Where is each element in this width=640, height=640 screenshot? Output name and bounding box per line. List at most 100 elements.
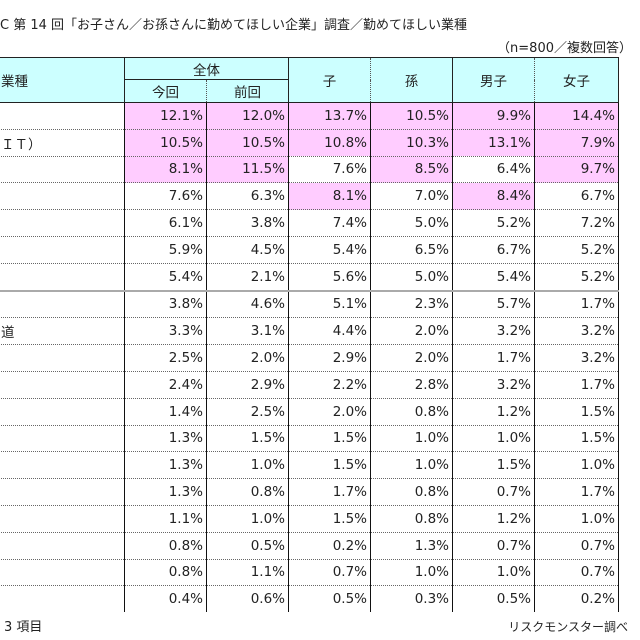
footer-source: リスクモンスター調べ (508, 620, 628, 634)
table-row: 0.8% 0.5% 0.2% 1.3% 0.7% 0.7% (0, 532, 619, 560)
row-label (0, 290, 125, 319)
value-cell: 1.0% (534, 451, 619, 480)
table-row: 1.1% 1.0% 1.5% 0.8% 1.2% 1.0% (0, 505, 619, 533)
value-cell: 1.1% (124, 505, 207, 533)
value-cell: 0.5% (288, 585, 371, 613)
value-cell: 3.2% (534, 344, 619, 372)
value-cell: 1.0% (370, 559, 453, 587)
value-cell: 10.3% (370, 129, 453, 157)
row-label: ＩＴ） (0, 129, 125, 157)
value-cell: 5.4% (288, 236, 371, 264)
value-cell: 7.0% (370, 182, 453, 211)
table-row: 5.4% 2.1% 5.6% 5.0% 5.4% 5.2% (0, 263, 619, 292)
table-row: 道 3.3% 3.1% 4.4% 2.0% 3.2% 3.2% (0, 317, 619, 346)
value-cell: 1.7% (534, 371, 619, 399)
value-cell: 1.1% (206, 559, 289, 587)
value-cell: 0.3% (370, 585, 453, 613)
value-cell: 5.2% (452, 209, 535, 237)
value-cell: 0.7% (534, 532, 619, 560)
value-cell: 0.8% (370, 505, 453, 533)
value-cell: 6.5% (370, 236, 453, 264)
value-cell: 1.7% (534, 478, 619, 506)
footer-item-count: 3 項目 (4, 620, 43, 635)
value-cell: 7.4% (288, 209, 371, 237)
table-row: 0.8% 1.1% 0.7% 1.0% 1.0% 0.7% (0, 559, 619, 587)
table-row: 1.3% 0.8% 1.7% 0.8% 0.7% 1.7% (0, 478, 619, 506)
value-cell: 2.0% (370, 344, 453, 372)
value-cell: 12.1% (124, 102, 207, 130)
value-cell: 14.4% (534, 102, 619, 130)
value-cell: 1.3% (124, 478, 207, 506)
table-row: 2.5% 2.0% 2.9% 2.0% 1.7% 3.2% (0, 344, 619, 372)
value-cell: 0.7% (452, 478, 535, 506)
value-cell: 1.5% (288, 505, 371, 533)
header-overall: 全体 (124, 57, 289, 80)
industry-preference-table: 業種 全体 子 孫 男子 女子 今回 前回 12.1% 12.0% 13.7% 10.… (0, 57, 619, 613)
value-cell: 2.4% (124, 371, 207, 399)
header-female: 女子 (534, 57, 619, 103)
row-label (0, 263, 125, 292)
row-label (0, 209, 125, 237)
value-cell: 13.7% (288, 102, 371, 130)
value-cell: 3.2% (534, 317, 619, 346)
value-cell: 1.5% (288, 425, 371, 453)
header-industry: 業種 (0, 57, 125, 103)
table-title: C 第 14 回「お子さん／お孫さんに勤めてほしい企業」調査／勤めてほしい業種 (0, 18, 468, 33)
table-body: 12.1% 12.0% 13.7% 10.5% 9.9% 14.4% ＩＴ） 10.5% 10.… (0, 102, 619, 613)
value-cell: 2.9% (206, 371, 289, 399)
row-label: 道 (0, 317, 125, 346)
value-cell: 10.5% (206, 129, 289, 157)
value-cell: 1.7% (288, 478, 371, 506)
row-label (0, 425, 125, 453)
value-cell: 2.0% (206, 344, 289, 372)
value-cell: 2.0% (288, 398, 371, 426)
value-cell: 1.0% (206, 451, 289, 480)
value-cell: 1.0% (534, 505, 619, 533)
value-cell: 7.6% (124, 182, 207, 211)
value-cell: 5.7% (452, 290, 535, 319)
value-cell: 1.2% (452, 505, 535, 533)
value-cell: 1.3% (124, 451, 207, 480)
value-cell: 1.7% (452, 344, 535, 372)
row-label (0, 398, 125, 426)
value-cell: 8.5% (370, 156, 453, 184)
value-cell: 0.8% (370, 478, 453, 506)
row-label (0, 102, 125, 130)
value-cell: 0.2% (534, 585, 619, 613)
table-row: 7.6% 6.3% 8.1% 7.0% 8.4% 6.7% (0, 182, 619, 211)
value-cell: 10.8% (288, 129, 371, 157)
row-label (0, 371, 125, 399)
value-cell: 9.7% (534, 156, 619, 184)
value-cell: 2.8% (370, 371, 453, 399)
value-cell: 0.2% (288, 532, 371, 560)
value-cell: 3.3% (124, 317, 207, 346)
value-cell: 1.5% (288, 451, 371, 480)
value-cell: 9.9% (452, 102, 535, 130)
value-cell: 1.5% (534, 425, 619, 453)
value-cell: 2.5% (206, 398, 289, 426)
value-cell: 4.6% (206, 290, 289, 319)
value-cell: 3.2% (452, 371, 535, 399)
value-cell: 7.6% (288, 156, 371, 184)
header-male: 男子 (452, 57, 535, 103)
value-cell: 10.5% (124, 129, 207, 157)
row-label (0, 478, 125, 506)
value-cell: 5.4% (452, 263, 535, 292)
value-cell: 2.9% (288, 344, 371, 372)
value-cell: 13.1% (452, 129, 535, 157)
value-cell: 6.1% (124, 209, 207, 237)
value-cell: 3.8% (206, 209, 289, 237)
value-cell: 5.2% (534, 263, 619, 292)
value-cell: 0.8% (124, 532, 207, 560)
value-cell: 3.1% (206, 317, 289, 346)
table-row: 2.4% 2.9% 2.2% 2.8% 3.2% 1.7% (0, 371, 619, 399)
value-cell: 8.1% (124, 156, 207, 184)
value-cell: 5.4% (124, 263, 207, 292)
value-cell: 1.0% (452, 425, 535, 453)
value-cell: 6.7% (534, 182, 619, 211)
value-cell: 2.3% (370, 290, 453, 319)
table-row: 6.1% 3.8% 7.4% 5.0% 5.2% 7.2% (0, 209, 619, 237)
table-row: 0.4% 0.6% 0.5% 0.3% 0.5% 0.2% (0, 585, 619, 613)
value-cell: 6.7% (452, 236, 535, 264)
value-cell: 1.0% (370, 425, 453, 453)
